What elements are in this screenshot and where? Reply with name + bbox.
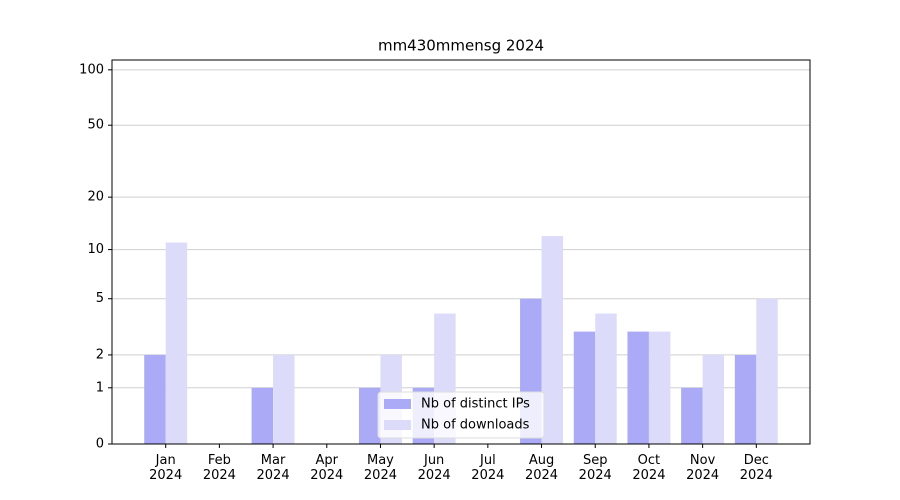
bar — [273, 354, 295, 444]
bar — [648, 331, 671, 444]
x-tick-label: Apr 2024 — [310, 453, 344, 483]
x-tick-label: Feb 2024 — [202, 453, 236, 483]
x-tick-label: Oct 2024 — [632, 453, 666, 483]
bar — [756, 298, 778, 444]
legend-swatch — [384, 420, 411, 430]
bar — [541, 236, 564, 444]
x-tick-label: May 2024 — [363, 453, 397, 483]
bar — [251, 387, 274, 444]
bar — [358, 387, 381, 444]
y-tick-label: 5 — [96, 291, 104, 306]
bar — [595, 313, 617, 444]
legend-label: Nb of downloads — [421, 418, 530, 433]
bar — [573, 331, 596, 444]
plot-frame — [111, 59, 811, 445]
chart-title: mm430mmensg 2024 — [378, 37, 544, 55]
legend-swatch — [384, 399, 411, 409]
x-tick-label: Dec 2024 — [739, 453, 773, 483]
y-tick-label: 10 — [87, 242, 104, 257]
x-tick-label: Jul 2024 — [471, 453, 505, 483]
bar — [681, 387, 703, 444]
legend-box — [377, 391, 545, 439]
bar — [165, 242, 188, 444]
legend: Nb of distinct IPs Nb of downloads — [377, 391, 545, 439]
x-tick-label: Nov 2024 — [686, 453, 720, 483]
x-tick-label: Jan 2024 — [149, 453, 183, 483]
bar — [627, 331, 649, 444]
x-tick-label: Jun 2024 — [417, 453, 451, 483]
x-tick-label: Aug 2024 — [524, 453, 559, 483]
bar — [734, 354, 757, 444]
y-tick-label: 50 — [87, 118, 104, 133]
y-tick-label: 2 — [96, 347, 104, 362]
x-tick-label: Mar 2024 — [256, 453, 290, 483]
x-tick-label: Sep 2024 — [578, 453, 612, 483]
bar — [702, 354, 725, 444]
y-tick-label: 1 — [96, 380, 104, 395]
legend-label: Nb of distinct IPs — [421, 397, 530, 412]
y-tick-label: 20 — [87, 190, 104, 205]
y-tick-label: 0 — [96, 437, 104, 452]
bar — [144, 354, 166, 444]
y-tick-label: 100 — [79, 62, 104, 77]
